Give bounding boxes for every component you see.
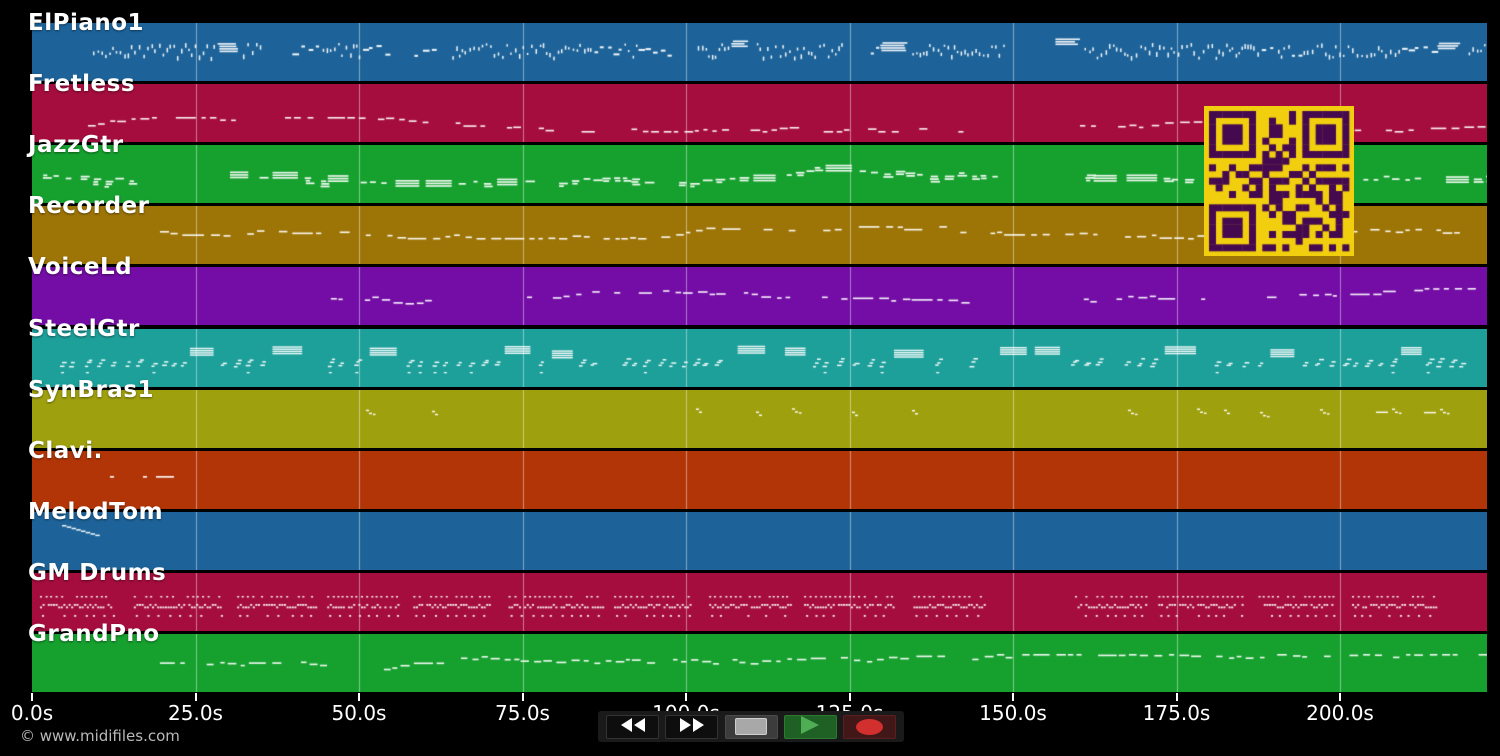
rewind-button[interactable] — [606, 714, 659, 739]
track-lane-clavi-[interactable] — [32, 451, 1487, 509]
time-tick-label: 0.0s — [10, 701, 54, 725]
track-lane-grandpno[interactable] — [32, 634, 1487, 692]
time-tick — [194, 693, 197, 701]
track-notes-canvas — [32, 267, 1487, 325]
track-label: VoiceLd — [28, 254, 133, 280]
track-notes-canvas — [32, 23, 1487, 81]
track-label: Fretless — [28, 71, 136, 97]
track-label: Clavi. — [28, 438, 103, 464]
time-tick — [1175, 693, 1178, 701]
time-tick-label: 50.0s — [331, 701, 387, 725]
time-tick-label: 200.0s — [1306, 701, 1374, 725]
track-notes-canvas — [32, 634, 1487, 692]
stop-button[interactable] — [724, 714, 778, 739]
track-lane-elpiano1[interactable] — [32, 23, 1487, 81]
track-label: Recorder — [28, 193, 150, 219]
qr-code — [1204, 106, 1354, 256]
track-label: GrandPno — [28, 621, 160, 647]
play-icon — [799, 716, 821, 737]
time-tick — [358, 693, 360, 701]
time-tick-label: 75.0s — [495, 701, 550, 725]
time-tick-label: 175.0s — [1142, 701, 1211, 725]
track-lane-melodtom[interactable] — [32, 512, 1487, 570]
track-label: ElPiano1 — [28, 10, 145, 36]
track-notes-canvas — [32, 390, 1487, 448]
track-lane-voiceld[interactable] — [32, 267, 1487, 325]
track-label: SynBras1 — [28, 377, 155, 403]
track-notes-canvas — [32, 451, 1487, 509]
time-tick — [31, 693, 33, 701]
rewind-icon — [619, 718, 647, 735]
track-label: SteelGtr — [28, 316, 140, 342]
time-tick-label: 25.0s — [168, 701, 223, 725]
track-notes-canvas — [32, 329, 1487, 387]
track-lane-steelgtr[interactable] — [32, 329, 1487, 387]
stop-icon — [735, 718, 767, 735]
fast-forward-button[interactable] — [665, 714, 719, 739]
track-chart — [32, 23, 1487, 693]
track-notes-canvas — [32, 512, 1487, 570]
track-notes-canvas — [32, 573, 1487, 631]
time-tick — [685, 693, 687, 701]
time-tick — [521, 693, 524, 701]
track-label: MelodTom — [28, 499, 164, 525]
record-icon — [856, 718, 883, 735]
track-lane-gm-drums[interactable] — [32, 573, 1487, 631]
play-button[interactable] — [783, 714, 837, 739]
time-tick — [1012, 693, 1014, 701]
watermark-text: © www.midifiles.com — [20, 727, 180, 745]
track-label: GM Drums — [28, 560, 167, 586]
record-button[interactable] — [843, 714, 896, 739]
time-tick — [848, 693, 851, 701]
track-lane-synbras1[interactable] — [32, 390, 1487, 448]
time-tick-label: 150.0s — [979, 701, 1047, 725]
fast-forward-icon — [678, 718, 706, 735]
transport-bar — [598, 711, 904, 742]
time-tick — [1339, 693, 1341, 701]
track-label: JazzGtr — [28, 132, 124, 158]
